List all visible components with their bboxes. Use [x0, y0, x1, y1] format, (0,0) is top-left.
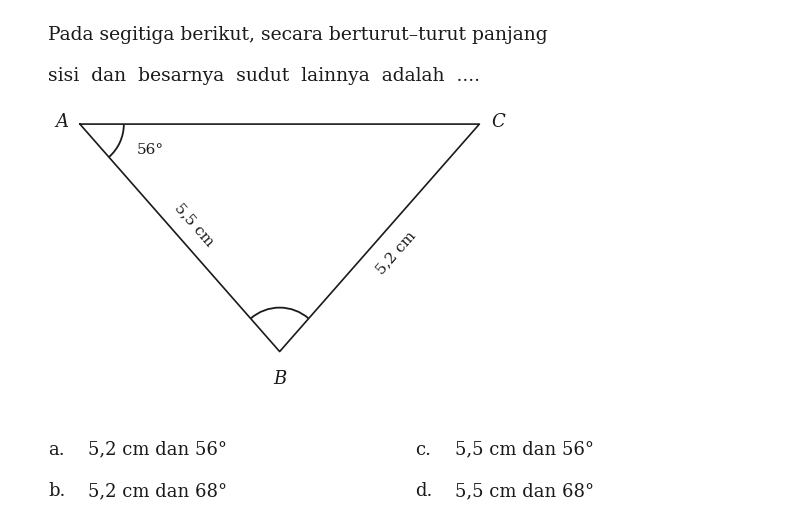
- Text: Pada segitiga berikut, secara berturut–turut panjang: Pada segitiga berikut, secara berturut–t…: [48, 26, 547, 44]
- Text: 5,2 cm dan 68°: 5,2 cm dan 68°: [88, 482, 227, 500]
- Text: d.: d.: [415, 482, 433, 500]
- Text: 5,5 cm dan 68°: 5,5 cm dan 68°: [455, 482, 594, 500]
- Text: 5,2 cm dan 56°: 5,2 cm dan 56°: [88, 441, 227, 459]
- Text: a.: a.: [48, 441, 65, 459]
- Text: 5,2 cm: 5,2 cm: [374, 228, 419, 277]
- Text: 5,5 cm: 5,5 cm: [173, 201, 217, 249]
- Text: c.: c.: [415, 441, 431, 459]
- Text: 5,5 cm dan 56°: 5,5 cm dan 56°: [455, 441, 594, 459]
- Text: sisi  dan  besarnya  sudut  lainnya  adalah  ....: sisi dan besarnya sudut lainnya adalah .…: [48, 67, 480, 85]
- Text: C: C: [491, 113, 505, 131]
- Text: b.: b.: [48, 482, 66, 500]
- Text: A: A: [55, 113, 68, 131]
- Text: 56°: 56°: [137, 143, 164, 157]
- Text: B: B: [273, 370, 286, 388]
